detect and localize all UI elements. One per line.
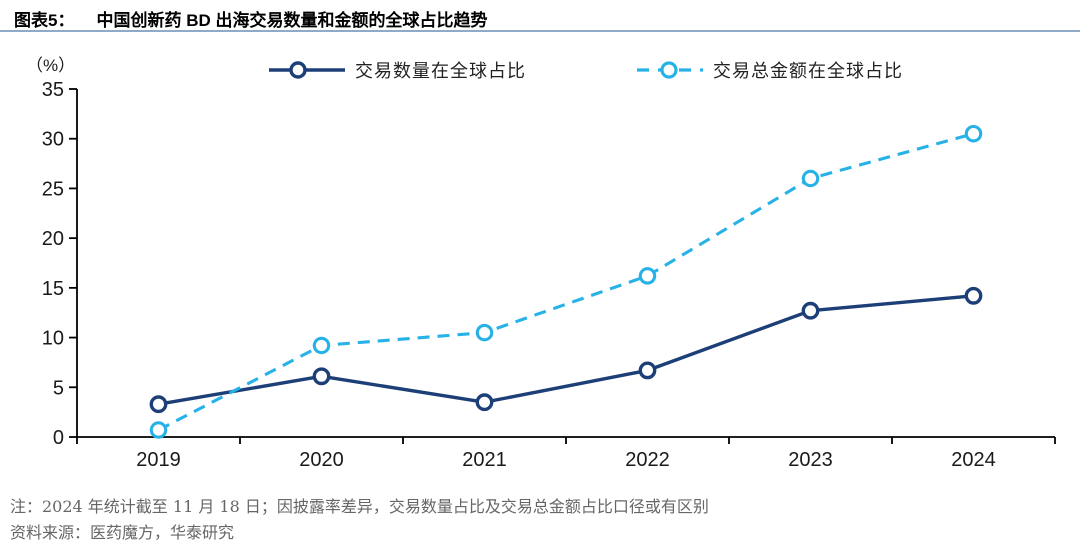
data-point-marker-s0-2019 bbox=[149, 395, 168, 414]
series-line-0 bbox=[158, 294, 974, 406]
y-axis-tick-label: 5 bbox=[53, 377, 64, 399]
y-axis-tick-label: 25 bbox=[42, 178, 64, 200]
data-point-marker-s0-2022 bbox=[638, 361, 657, 380]
y-axis-tick-label: 10 bbox=[42, 328, 64, 350]
data-point-marker-s1-2022 bbox=[638, 267, 657, 285]
x-axis-tick-label: 2019 bbox=[136, 449, 181, 471]
chart-legend: 交易数量在全球占比 交易总金额在全球占比 bbox=[0, 57, 1080, 83]
legend-item-deal-count: 交易数量在全球占比 bbox=[268, 57, 526, 83]
footnote-note: 注：2024 年统计截至 11 月 18 日；因披露率差异，交易数量占比及交易总… bbox=[10, 497, 709, 516]
legend-label-deal-count: 交易数量在全球占比 bbox=[355, 61, 526, 81]
x-axis-tick-label: 2020 bbox=[299, 449, 344, 471]
y-axis-tick-label: 15 bbox=[42, 278, 64, 300]
data-point-marker-s0-2023 bbox=[801, 301, 820, 320]
figure-title-row: 图表5： 中国创新药 BD 出海交易数量和金额的全球占比趋势 bbox=[14, 6, 487, 31]
figure-footnotes: 注：2024 年统计截至 11 月 18 日；因披露率差异，交易数量占比及交易总… bbox=[10, 494, 1070, 546]
data-point-marker-s1-2023 bbox=[801, 169, 820, 188]
legend-item-deal-amount: 交易总金额在全球占比 bbox=[636, 57, 903, 83]
x-axis-tick-label: 2022 bbox=[625, 449, 670, 471]
dashed-line-marker-swatch bbox=[637, 61, 703, 79]
data-point-marker-s1-2021 bbox=[475, 323, 494, 342]
figure-number-label: 图表5： bbox=[14, 11, 75, 30]
title-underline-rule bbox=[0, 30, 1080, 32]
data-point-marker-s1-2020 bbox=[312, 336, 331, 355]
y-axis-tick-label: 30 bbox=[42, 129, 64, 151]
figure-title: 中国创新药 BD 出海交易数量和金额的全球占比趋势 bbox=[96, 11, 488, 30]
y-axis-unit-label: （%） bbox=[26, 56, 75, 75]
data-point-marker-s0-2021 bbox=[475, 393, 494, 412]
x-axis-tick-label: 2024 bbox=[951, 449, 996, 471]
solid-line-marker-swatch bbox=[269, 61, 345, 79]
y-axis-tick-label: 20 bbox=[42, 228, 64, 250]
x-axis-tick-label: 2021 bbox=[462, 449, 507, 471]
x-axis-tick-label: 2023 bbox=[788, 449, 833, 471]
legend-label-deal-amount: 交易总金额在全球占比 bbox=[713, 61, 903, 81]
y-axis-tick-label: 0 bbox=[53, 427, 64, 449]
y-axis-tick-label: 35 bbox=[42, 79, 64, 101]
data-point-marker-s0-2024 bbox=[964, 286, 983, 305]
data-point-marker-s1-2024 bbox=[964, 124, 983, 143]
data-point-marker-s1-2019 bbox=[149, 421, 168, 439]
footnote-source: 资料来源：医药魔方，华泰研究 bbox=[10, 523, 235, 542]
data-point-marker-s0-2020 bbox=[312, 367, 331, 386]
